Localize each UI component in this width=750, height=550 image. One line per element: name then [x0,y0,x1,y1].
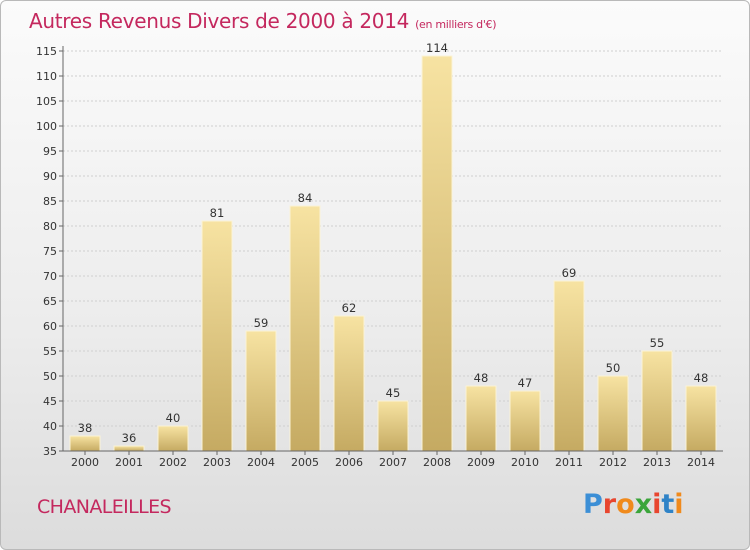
y-tick-label: 60 [43,320,57,333]
x-tick-label: 2011 [555,456,583,469]
y-tick-label: 50 [43,370,57,383]
x-tick-label: 2003 [203,456,231,469]
data-label: 36 [122,431,137,445]
labels: 38 36 40 81 59 84 62 45 114 48 47 69 50 55 48 [78,41,709,445]
y-tick-label: 40 [43,420,57,433]
data-label: 81 [210,206,225,220]
y-tick-label: 70 [43,270,57,283]
bar [157,425,189,452]
data-label: 69 [562,266,577,280]
x-tick-label: 2000 [71,456,99,469]
data-label: 47 [518,376,533,390]
bar [421,55,453,452]
x-tick-label: 2012 [599,456,627,469]
bar [465,385,497,452]
y-tick-label: 75 [43,245,57,258]
y-tick-label: 35 [43,445,57,458]
y-tick-label: 85 [43,195,57,208]
data-label: 45 [386,386,401,400]
data-label: 59 [254,316,269,330]
chart-subtitle: (en milliers d'€) [415,18,497,31]
y-tick-label: 100 [36,120,57,133]
y-tick-label: 95 [43,145,57,158]
data-label: 48 [474,371,489,385]
logo-letter: i [652,489,662,520]
x-tick-label: 2002 [159,456,187,469]
y-tick-label: 110 [36,70,57,83]
y-tick-label: 45 [43,395,57,408]
bar [509,390,541,452]
logo-letter: P [583,489,603,520]
data-label: 38 [78,421,93,435]
bar [553,280,585,452]
data-label: 114 [426,41,448,55]
y-tick-label: 55 [43,345,57,358]
bars [69,55,717,452]
x-tick-label: 2006 [335,456,363,469]
y-tick-label: 65 [43,295,57,308]
data-label: 55 [650,336,665,350]
data-label: 84 [298,191,313,205]
bar [641,350,673,452]
axes: 35 40 45 50 55 60 65 70 75 80 85 90 95 100 105 110 115 20… [36,45,723,469]
bar [69,435,101,452]
y-tick-label: 105 [36,95,57,108]
bar [685,385,717,452]
data-label: 62 [342,301,357,315]
chart-title: Autres Revenus Divers de 2000 à 2014 (en … [29,9,497,33]
data-label: 50 [606,361,621,375]
chart-title-text: Autres Revenus Divers de 2000 à 2014 [29,9,410,33]
logo-letter: o [616,489,635,520]
x-tick-label: 2007 [379,456,407,469]
x-tick-label: 2010 [511,456,539,469]
bar [333,315,365,452]
bar [113,445,145,452]
y-tick-label: 115 [36,45,57,58]
data-label: 48 [694,371,709,385]
proxiti-logo: Proxiti [583,489,684,520]
bar [245,330,277,452]
bar [289,205,321,452]
logo-letter: x [634,489,653,520]
y-tick-label: 80 [43,220,57,233]
x-tick-label: 2009 [467,456,495,469]
x-tick-label: 2014 [687,456,715,469]
x-tick-label: 2008 [423,456,451,469]
commune-name: CHANALEILLES [37,496,172,518]
y-tick-label: 90 [43,170,57,183]
logo-letter: r [602,489,617,520]
logo-letter: i [674,489,684,520]
logo-letter: t [661,489,675,520]
data-label: 40 [166,411,181,425]
bar [201,220,233,452]
x-tick-label: 2001 [115,456,143,469]
x-tick-label: 2013 [643,456,671,469]
x-tick-label: 2005 [291,456,319,469]
bar [377,400,409,452]
x-tick-label: 2004 [247,456,275,469]
bar [597,375,629,452]
